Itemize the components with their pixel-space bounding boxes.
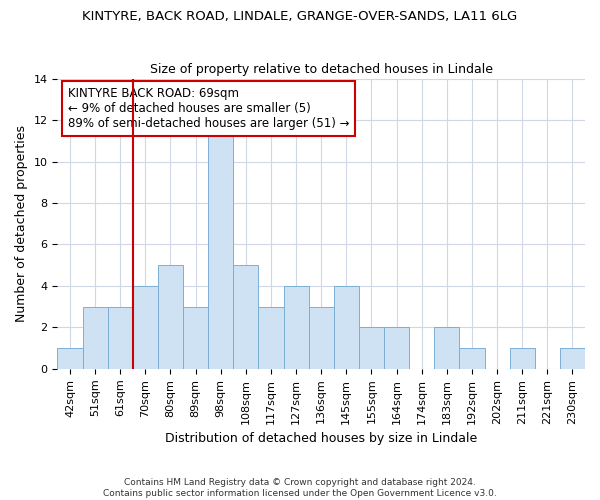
Bar (107, 306, 133, 369)
Bar (460, 348, 485, 369)
Bar (58, 348, 83, 369)
Title: Size of property relative to detached houses in Lindale: Size of property relative to detached ho… (150, 63, 493, 76)
Bar (560, 348, 585, 369)
Bar (208, 120, 233, 369)
Text: Contains HM Land Registry data © Crown copyright and database right 2024.
Contai: Contains HM Land Registry data © Crown c… (103, 478, 497, 498)
Bar (233, 265, 259, 369)
Text: KINTYRE, BACK ROAD, LINDALE, GRANGE-OVER-SANDS, LA11 6LG: KINTYRE, BACK ROAD, LINDALE, GRANGE-OVER… (82, 10, 518, 23)
X-axis label: Distribution of detached houses by size in Lindale: Distribution of detached houses by size … (165, 432, 478, 445)
Bar (308, 306, 334, 369)
Bar (83, 306, 107, 369)
Y-axis label: Number of detached properties: Number of detached properties (15, 125, 28, 322)
Bar (384, 328, 409, 369)
Bar (334, 286, 359, 369)
Bar (158, 265, 183, 369)
Bar (509, 348, 535, 369)
Text: KINTYRE BACK ROAD: 69sqm
← 9% of detached houses are smaller (5)
89% of semi-det: KINTYRE BACK ROAD: 69sqm ← 9% of detache… (68, 88, 349, 130)
Bar (133, 286, 158, 369)
Bar (359, 328, 384, 369)
Bar (284, 286, 308, 369)
Bar (259, 306, 284, 369)
Bar (434, 328, 460, 369)
Bar (183, 306, 208, 369)
